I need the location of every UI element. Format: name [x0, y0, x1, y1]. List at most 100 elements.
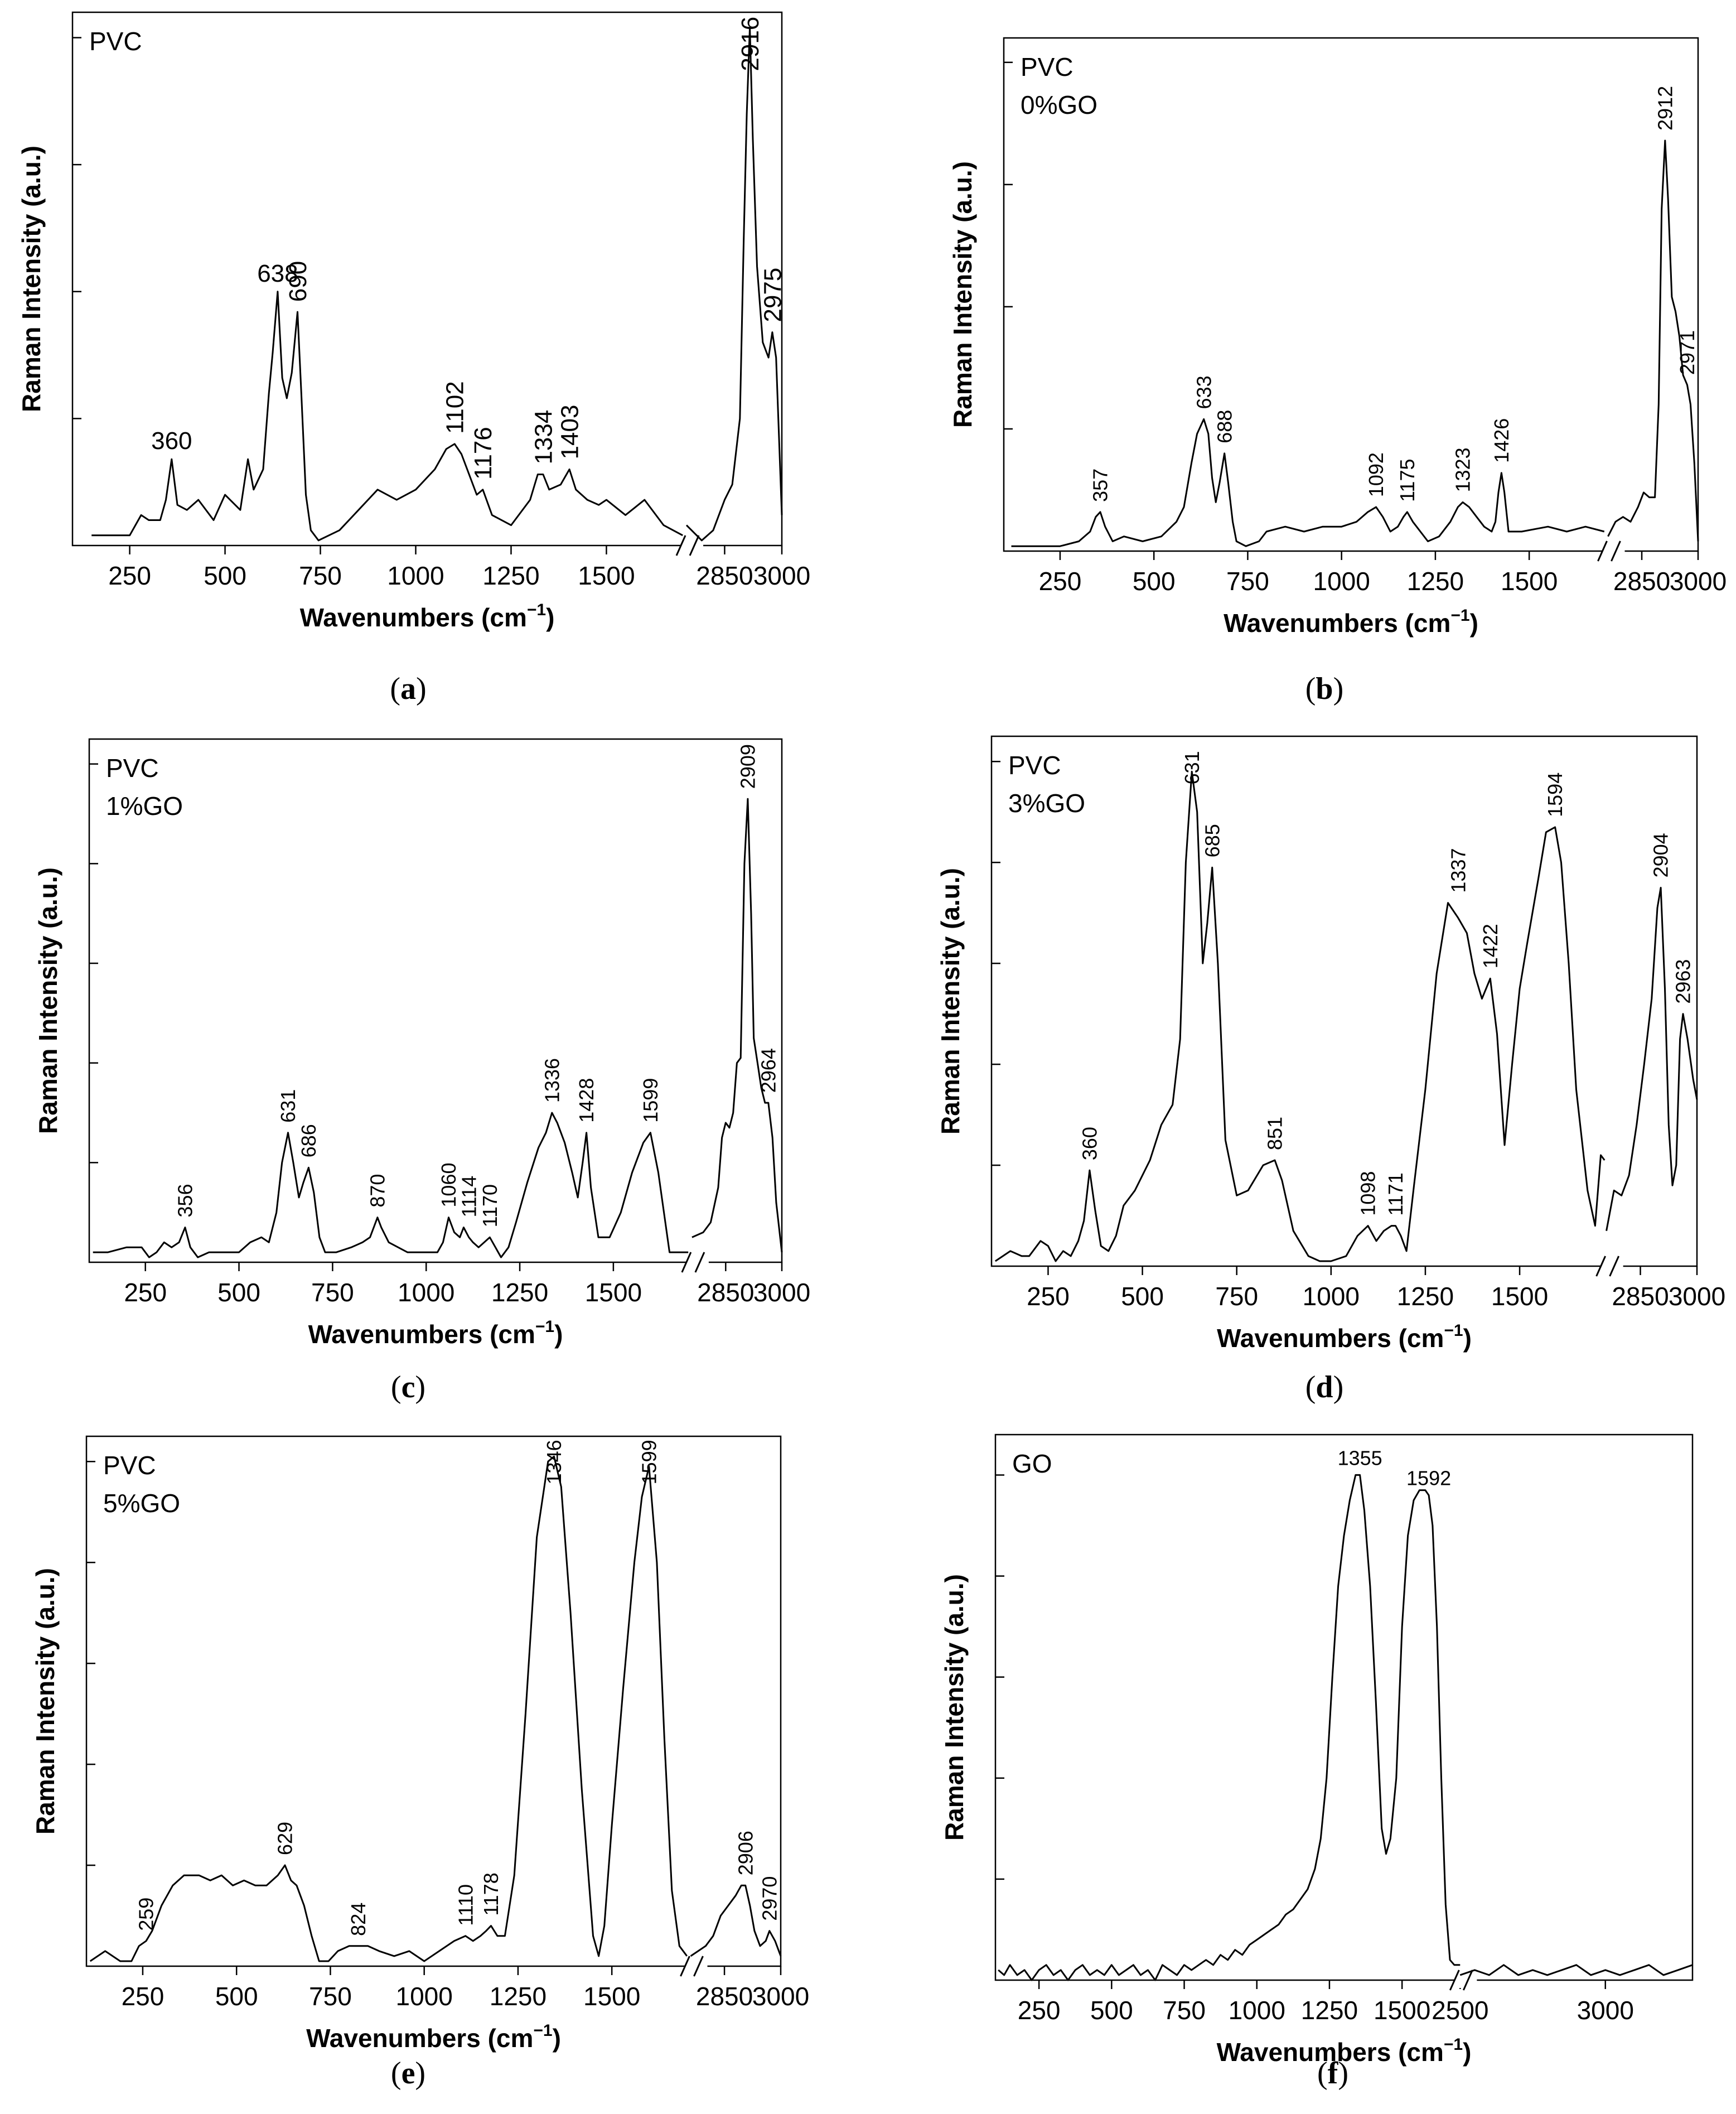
peak-label: 356	[173, 1184, 196, 1217]
plot-frame	[71, 11, 783, 547]
x-tick-label: 250	[124, 1278, 167, 1307]
x-tick-label: 2850	[696, 1982, 753, 2011]
plot-frame	[990, 735, 1698, 1267]
x-tick-label: 2850	[1613, 567, 1670, 596]
peak-label: 357	[1089, 469, 1112, 502]
x-tick-label: 2500	[1432, 1996, 1488, 2025]
x-tick-label: 500	[215, 1982, 258, 2011]
peak-label: 638	[257, 260, 298, 287]
y-axis-title: Raman Intensity (a.u.)	[31, 1568, 60, 1835]
x-tick-label: 750	[309, 1982, 352, 2011]
x-tick-label: 1500	[585, 1278, 642, 1307]
peak-label: 2971	[1676, 330, 1699, 375]
peak-label: 629	[274, 1822, 297, 1855]
x-tick-label: 1000	[1313, 567, 1370, 596]
peak-label: 2904	[1650, 833, 1672, 877]
panel-letter: (b)	[1305, 672, 1343, 706]
spectrum-line	[91, 291, 683, 542]
spectrum-line	[89, 1455, 688, 1962]
panel-letter: (e)	[391, 2056, 425, 2091]
x-tick-label: 500	[1121, 1282, 1164, 1311]
x-tick-label: 3000	[1670, 567, 1727, 596]
x-tick-label: 3000	[752, 1982, 809, 2011]
x-tick-label: 1000	[1303, 1282, 1360, 1311]
x-tick-label: 3000	[753, 561, 810, 590]
x-tick-label: 2850	[696, 561, 753, 590]
x-tick-label: 750	[1163, 1996, 1206, 2025]
axis-break-mark	[680, 1956, 708, 1977]
sample-label: PVC	[103, 1451, 156, 1480]
axis-break-mark	[1597, 540, 1625, 562]
sample-label: PVC	[89, 27, 142, 56]
axis-break-mark	[1595, 1256, 1623, 1277]
peak-label: 1323	[1452, 447, 1474, 492]
panel-a: 250 500 750 1000 1250 1500 2850 3000 Wavenumbers…	[17, 11, 810, 706]
x-tick-label: 1500	[1501, 567, 1558, 596]
x-tick-label: 2850	[697, 1278, 754, 1307]
peak-label: 2909	[737, 744, 760, 789]
x-tick-label: 250	[1018, 1996, 1061, 2025]
peak-label: 1110	[454, 1884, 477, 1926]
peak-label: 1337	[1447, 848, 1469, 892]
peak-label: 1178	[480, 1872, 502, 1915]
x-tick-label: 1000	[387, 561, 444, 590]
plot-frame	[1003, 37, 1699, 552]
panel-d: 250 500 750 1000 1250 1500 2850 3000 Wavenumbers…	[936, 735, 1725, 1404]
peak-label: 1102	[442, 381, 469, 434]
x-tick-label: 250	[108, 561, 151, 590]
x-tick-label: 500	[204, 561, 246, 590]
x-tick-label: 1500	[583, 1982, 640, 2011]
x-tick-label: 250	[1027, 1282, 1070, 1311]
sample-label: PVC	[1021, 52, 1073, 81]
peak-label: 1098	[1357, 1171, 1380, 1216]
peak-label: 2916	[737, 17, 764, 71]
x-tick-label: 750	[311, 1278, 354, 1307]
x-tick-label: 750	[1226, 567, 1269, 596]
peak-label: 259	[135, 1898, 158, 1931]
peak-label: 1422	[1479, 924, 1502, 968]
x-tick-label: 1250	[1397, 1282, 1454, 1311]
sample-label: GO	[1012, 1449, 1052, 1478]
x-tick-label: 3000	[1669, 1282, 1725, 1311]
x-tick-label: 500	[1090, 1996, 1133, 2025]
peak-label: 360	[1078, 1127, 1101, 1160]
peak-label: 1403	[556, 405, 583, 460]
x-axis-title: Wavenumbers (cm−1)	[306, 2021, 561, 2053]
x-tick-label: 250	[1039, 567, 1082, 596]
x-axis-title: Wavenumbers (cm−1)	[300, 601, 555, 632]
x-axis-title: Wavenumbers (cm−1)	[1224, 606, 1478, 638]
panel-f: 250 500 750 1000 1250 1500 2500 3000 Wavenumbers…	[940, 1434, 1694, 2091]
x-axis-title: Wavenumbers (cm−1)	[1217, 2035, 1472, 2067]
spectrum-line	[93, 1112, 689, 1258]
x-tick-label: 1250	[1407, 567, 1464, 596]
peak-label: 1176	[470, 427, 497, 480]
plot-frame	[994, 1434, 1694, 1981]
x-tick-label: 1250	[490, 1982, 547, 2011]
panel-letter: (f)	[1317, 2056, 1348, 2091]
spectrum-line	[1011, 418, 1605, 547]
peak-label: 1428	[575, 1078, 598, 1123]
peak-label: 1175	[1396, 458, 1419, 501]
peak-label: 1599	[637, 1440, 660, 1484]
y-axis-title: Raman Intensity (a.u.)	[940, 1574, 969, 1841]
peak-label: 2912	[1653, 86, 1676, 131]
panel-letter: (d)	[1305, 1370, 1343, 1404]
axis-break-mark	[675, 535, 704, 556]
y-axis-title: Raman Intensity (a.u.)	[17, 146, 46, 412]
x-tick-label: 1250	[1301, 1996, 1358, 2025]
sample-label: PVC	[1008, 751, 1061, 780]
x-tick-label: 3000	[753, 1278, 810, 1307]
peak-label: 631	[1181, 751, 1203, 784]
spectrum-line	[1459, 1964, 1693, 1976]
x-tick-label: 1500	[578, 561, 635, 590]
peak-label: 1170	[478, 1184, 501, 1227]
y-axis-title: Raman Intensity (a.u.)	[33, 867, 62, 1134]
x-tick-label: 750	[1215, 1282, 1258, 1311]
x-tick-label: 2850	[1612, 1282, 1669, 1311]
x-tick-label: 1250	[482, 561, 539, 590]
axis-break-mark	[1449, 1970, 1477, 1991]
x-axis-title: Wavenumbers (cm−1)	[308, 1317, 563, 1349]
x-tick-label: 250	[122, 1982, 165, 2011]
sample-label: 3%GO	[1008, 789, 1085, 818]
